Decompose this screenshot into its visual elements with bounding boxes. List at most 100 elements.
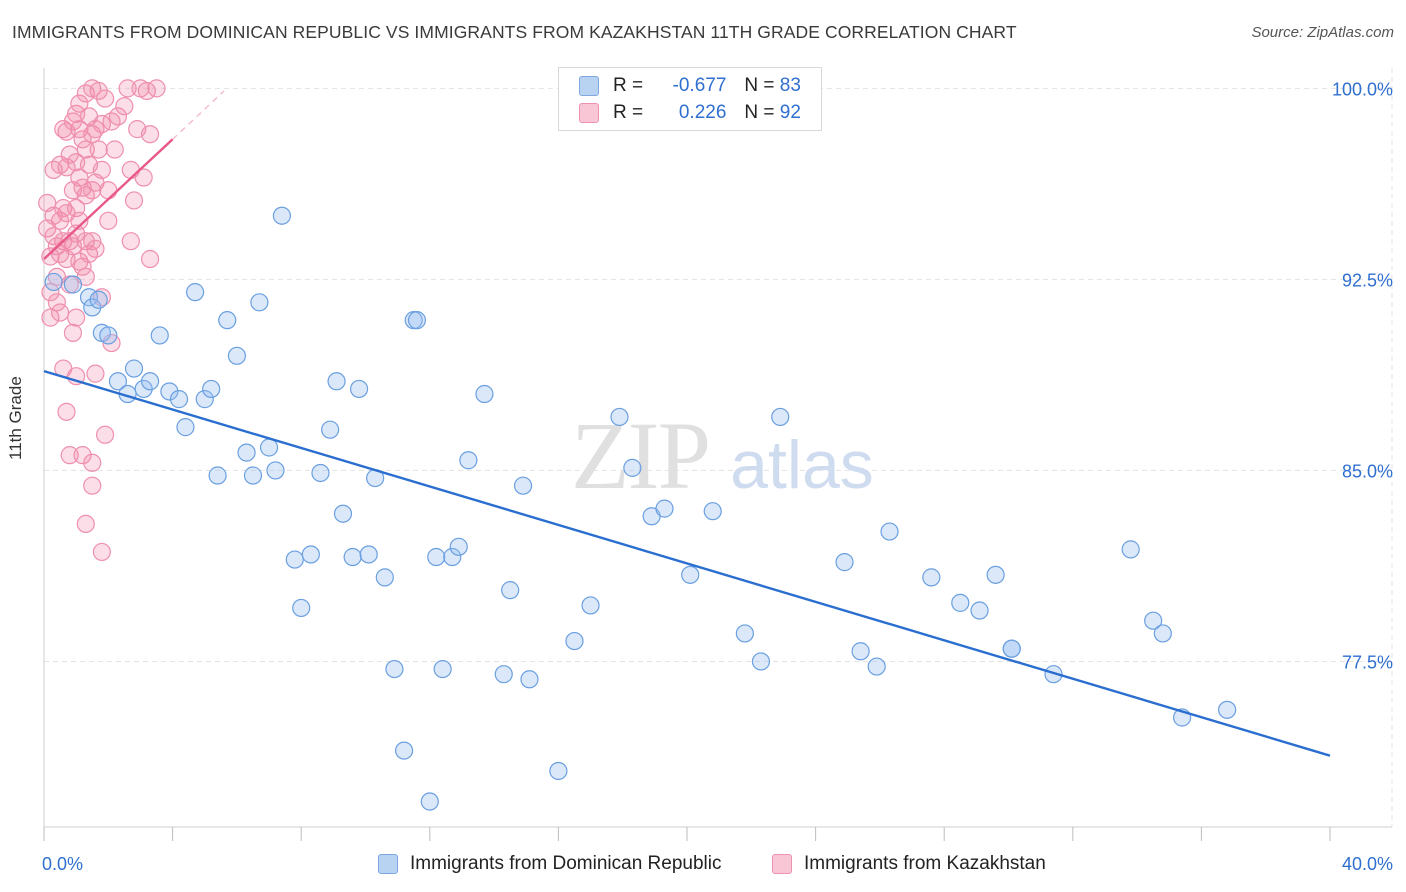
point-kazakhstan-7 bbox=[44, 227, 63, 246]
stats-row-dominican: R = -0.677 N = 83 bbox=[579, 74, 819, 98]
point-dominican-37 bbox=[359, 545, 378, 564]
point-dominican-52 bbox=[501, 581, 520, 600]
legend-item-dominican: Immigrants from Dominican Republic bbox=[378, 852, 722, 876]
point-kazakhstan-10 bbox=[47, 293, 66, 312]
point-dominican-1 bbox=[63, 275, 83, 294]
series-kazakhstan-points bbox=[38, 79, 166, 562]
point-dominican-78 bbox=[1144, 611, 1163, 630]
y-tick-label-3: 77.5% bbox=[1342, 652, 1393, 672]
point-kazakhstan-60 bbox=[83, 453, 102, 472]
point-kazakhstan-40 bbox=[70, 168, 89, 187]
y-tick-label-0: 100.0% bbox=[1332, 79, 1393, 99]
trend-line-kazakhstan bbox=[43, 138, 174, 260]
point-dominican-9 bbox=[124, 359, 144, 378]
point-kazakhstan-69 bbox=[92, 160, 111, 179]
point-dominican-79 bbox=[1153, 624, 1172, 643]
point-dominican-46 bbox=[433, 659, 452, 679]
point-kazakhstan-41 bbox=[70, 211, 89, 230]
point-dominican-40 bbox=[385, 659, 404, 679]
point-kazakhstan-80 bbox=[115, 97, 134, 116]
series-dominican-points bbox=[44, 206, 1237, 811]
chart-title: IMMIGRANTS FROM DOMINICAN REPUBLIC VS IM… bbox=[12, 22, 1017, 42]
y-tick-label-1: 92.5% bbox=[1342, 270, 1393, 290]
point-kazakhstan-46 bbox=[73, 446, 92, 465]
point-kazakhstan-72 bbox=[95, 89, 115, 108]
point-dominican-77 bbox=[1121, 540, 1140, 559]
point-dominican-62 bbox=[681, 565, 700, 584]
point-dominican-19 bbox=[208, 466, 227, 485]
point-dominican-33 bbox=[327, 372, 346, 391]
point-kazakhstan-43 bbox=[73, 130, 92, 149]
n-value-kazakhstan: 92 bbox=[779, 102, 801, 123]
point-dominican-29 bbox=[292, 598, 311, 618]
point-kazakhstan-52 bbox=[76, 514, 95, 534]
point-dominican-72 bbox=[951, 593, 970, 612]
point-dominican-31 bbox=[311, 463, 330, 483]
point-kazakhstan-89 bbox=[147, 79, 166, 98]
point-dominican-7 bbox=[108, 372, 128, 391]
point-dominican-71 bbox=[922, 568, 941, 587]
point-kazakhstan-48 bbox=[76, 140, 95, 159]
point-dominican-41 bbox=[394, 741, 414, 760]
point-dominican-24 bbox=[250, 293, 269, 312]
point-dominican-10 bbox=[134, 379, 153, 399]
point-dominican-45 bbox=[427, 547, 446, 567]
point-kazakhstan-14 bbox=[50, 303, 70, 322]
point-dominican-65 bbox=[751, 652, 771, 671]
point-dominican-43 bbox=[407, 311, 427, 330]
point-dominican-63 bbox=[703, 502, 722, 521]
point-dominican-39 bbox=[375, 568, 394, 587]
point-kazakhstan-87 bbox=[134, 168, 153, 187]
x-tick-label-1: 40.0% bbox=[1342, 854, 1393, 874]
point-dominican-53 bbox=[513, 476, 533, 495]
point-kazakhstan-71 bbox=[92, 542, 111, 562]
point-dominican-47 bbox=[443, 547, 462, 567]
point-dominican-73 bbox=[970, 601, 989, 620]
point-dominican-50 bbox=[475, 384, 494, 404]
swatch-pink bbox=[579, 103, 599, 123]
point-dominican-30 bbox=[301, 545, 320, 564]
point-kazakhstan-65 bbox=[86, 364, 105, 383]
point-kazakhstan-74 bbox=[99, 211, 118, 230]
y-tick-label-2: 85.0% bbox=[1342, 461, 1393, 481]
r-label: R = bbox=[613, 75, 644, 96]
point-kazakhstan-36 bbox=[67, 308, 86, 327]
point-dominican-59 bbox=[623, 458, 642, 477]
point-dominican-20 bbox=[218, 311, 237, 330]
stats-row-kazakhstan: R = 0.226 N = 92 bbox=[579, 101, 819, 125]
point-kazakhstan-73 bbox=[95, 425, 115, 444]
point-dominican-22 bbox=[237, 443, 256, 462]
point-dominican-26 bbox=[272, 206, 292, 225]
point-kazakhstan-91 bbox=[140, 249, 160, 269]
point-kazakhstan-16 bbox=[54, 198, 73, 218]
point-dominican-58 bbox=[610, 407, 629, 427]
point-dominican-51 bbox=[494, 665, 513, 684]
r-label: R = bbox=[613, 102, 644, 123]
point-kazakhstan-61 bbox=[83, 476, 102, 495]
point-dominican-14 bbox=[176, 418, 195, 437]
point-dominican-18 bbox=[202, 379, 221, 399]
point-dominican-81 bbox=[1218, 700, 1237, 719]
point-dominican-4 bbox=[89, 290, 108, 309]
point-dominican-69 bbox=[867, 657, 886, 676]
point-kazakhstan-78 bbox=[105, 140, 124, 159]
point-dominican-15 bbox=[150, 326, 169, 345]
point-dominican-64 bbox=[735, 624, 754, 643]
point-dominican-27 bbox=[266, 461, 285, 480]
legend-label-kazakhstan: Immigrants from Kazakhstan bbox=[804, 853, 1046, 874]
point-kazakhstan-90 bbox=[140, 125, 160, 144]
point-dominican-23 bbox=[243, 466, 263, 485]
point-kazakhstan-75 bbox=[99, 181, 118, 200]
point-kazakhstan-27 bbox=[60, 446, 79, 465]
point-dominican-49 bbox=[459, 451, 478, 470]
point-dominican-48 bbox=[449, 537, 468, 556]
watermark: ZIP atlas bbox=[571, 402, 874, 509]
legend-item-kazakhstan: Immigrants from Kazakhstan bbox=[772, 852, 1046, 876]
point-kazakhstan-81 bbox=[118, 79, 137, 98]
point-dominican-0 bbox=[44, 272, 63, 292]
point-dominican-82 bbox=[1002, 639, 1021, 658]
chart-source: Source: ZipAtlas.com bbox=[1251, 24, 1394, 41]
point-dominican-66 bbox=[771, 407, 790, 427]
grid-lines bbox=[44, 68, 1393, 827]
